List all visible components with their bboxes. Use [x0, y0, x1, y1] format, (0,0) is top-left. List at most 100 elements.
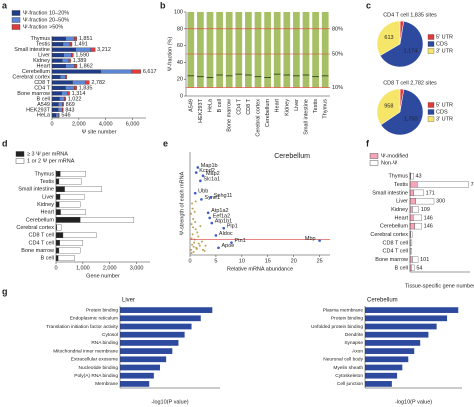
y-tick-label: 60	[177, 43, 183, 49]
point-label: Kcnd2	[199, 168, 215, 174]
slice-label: 613	[384, 35, 393, 41]
point-label: Plp1	[227, 224, 238, 230]
point	[191, 243, 194, 246]
bar	[120, 356, 167, 363]
category-label: Cerebral cortex	[12, 74, 50, 80]
bar-segment	[62, 42, 71, 47]
x-tick-label: 25	[317, 258, 323, 264]
bar-segment	[411, 264, 415, 271]
category-label: Extracellular exosome	[71, 357, 119, 363]
category-label: B cell	[41, 256, 54, 262]
bar-segment	[80, 216, 135, 223]
value-label: 1,314	[72, 91, 86, 97]
category-label: Liver	[396, 199, 408, 205]
legend-swatch	[427, 48, 435, 54]
x-tick-label: 6,000	[126, 121, 140, 127]
bar-segment	[65, 36, 75, 41]
x-tick-label: 2,000	[72, 121, 86, 127]
bar-segment	[60, 74, 66, 80]
x-axis-label: -log10(P value)	[395, 399, 432, 405]
x-tick-label: 20	[291, 258, 297, 264]
point	[200, 240, 203, 243]
strip	[273, 12, 281, 88]
bar-segment	[62, 58, 69, 63]
bar-segment	[409, 189, 414, 196]
y-tick-label: 100	[174, 9, 183, 15]
value-label: 54	[416, 265, 422, 271]
value-label: 546	[61, 113, 70, 119]
category-label: Membrane	[95, 381, 118, 387]
bar-segment	[65, 64, 75, 69]
bar-segment	[56, 224, 62, 231]
point	[191, 202, 194, 205]
x-axis-label: Gene number	[86, 273, 120, 279]
point	[204, 244, 207, 247]
point	[192, 217, 195, 220]
category-label: Cytosol	[102, 332, 118, 338]
bar-segment	[51, 85, 66, 90]
labeled-point	[217, 246, 220, 250]
category-label: Myelin sheath	[333, 365, 363, 371]
x-tick-label: 0	[50, 121, 53, 127]
bar	[120, 331, 185, 338]
category-label: Dendrite	[345, 332, 363, 338]
category-label: Protein binding	[331, 316, 363, 322]
bar-segment	[412, 256, 419, 263]
labeled-point	[214, 234, 218, 237]
bar-segment	[51, 36, 66, 41]
legend-label: CDS	[436, 109, 448, 115]
value-label: 1,851	[79, 36, 93, 42]
labeled-point	[201, 174, 205, 177]
bar	[365, 307, 459, 313]
category-label: Thymus	[34, 171, 54, 177]
point-label: Atp1b1	[215, 219, 232, 225]
category-label: Translation initiation factor activity	[46, 324, 118, 330]
category-label: Kidney	[33, 58, 50, 64]
point	[193, 241, 196, 244]
category-label: HeLa	[37, 113, 51, 119]
point-label: Eef1a2	[213, 213, 230, 219]
bar-segment	[51, 58, 63, 63]
category-label: Testis	[40, 179, 54, 185]
value-label: 2,782	[91, 80, 105, 86]
pie-slice	[376, 88, 401, 126]
category-label: Cerebral cortex	[16, 225, 54, 231]
bar-segment	[58, 113, 60, 118]
legend-label: 3′ UTR	[436, 116, 453, 122]
strip	[312, 12, 319, 88]
slice-label: 958	[384, 104, 393, 110]
category-label: Kidney	[391, 207, 408, 213]
bar-segment	[58, 107, 63, 112]
bar-segment	[409, 223, 415, 230]
point	[198, 244, 201, 247]
value-label: 1,835	[79, 85, 93, 91]
point	[190, 251, 193, 254]
category-label: Heart	[41, 210, 55, 216]
bar-segment	[51, 96, 60, 101]
point	[201, 248, 204, 251]
point-label: Ptn1	[234, 238, 245, 244]
point	[190, 223, 193, 226]
category-label: RNA binding	[91, 340, 118, 346]
category-label: Plasma membrane	[323, 307, 364, 313]
bar-segment	[55, 247, 60, 254]
bar	[365, 372, 398, 379]
bar-segment	[67, 91, 70, 96]
category-label: CD8 T	[246, 98, 252, 114]
category-label: Small intestine	[303, 99, 309, 135]
bar-segment	[414, 223, 422, 230]
labeled-point	[196, 166, 200, 169]
point-label: Map1b	[201, 163, 218, 169]
panel-label: a	[2, 0, 8, 10]
legend-label: 5′ UTR	[436, 102, 453, 108]
bar-segment	[409, 181, 418, 188]
category-label: B cell	[37, 96, 50, 102]
category-label: Testis	[313, 99, 319, 113]
category-label: Neuronal cell body	[323, 357, 363, 363]
category-label: Endoplasmic reticulum	[70, 316, 118, 322]
bar-segment	[55, 239, 60, 246]
bar-segment	[58, 178, 82, 185]
legend-label: CDS	[436, 41, 448, 47]
strip	[187, 12, 195, 88]
bar-segment	[51, 42, 64, 47]
